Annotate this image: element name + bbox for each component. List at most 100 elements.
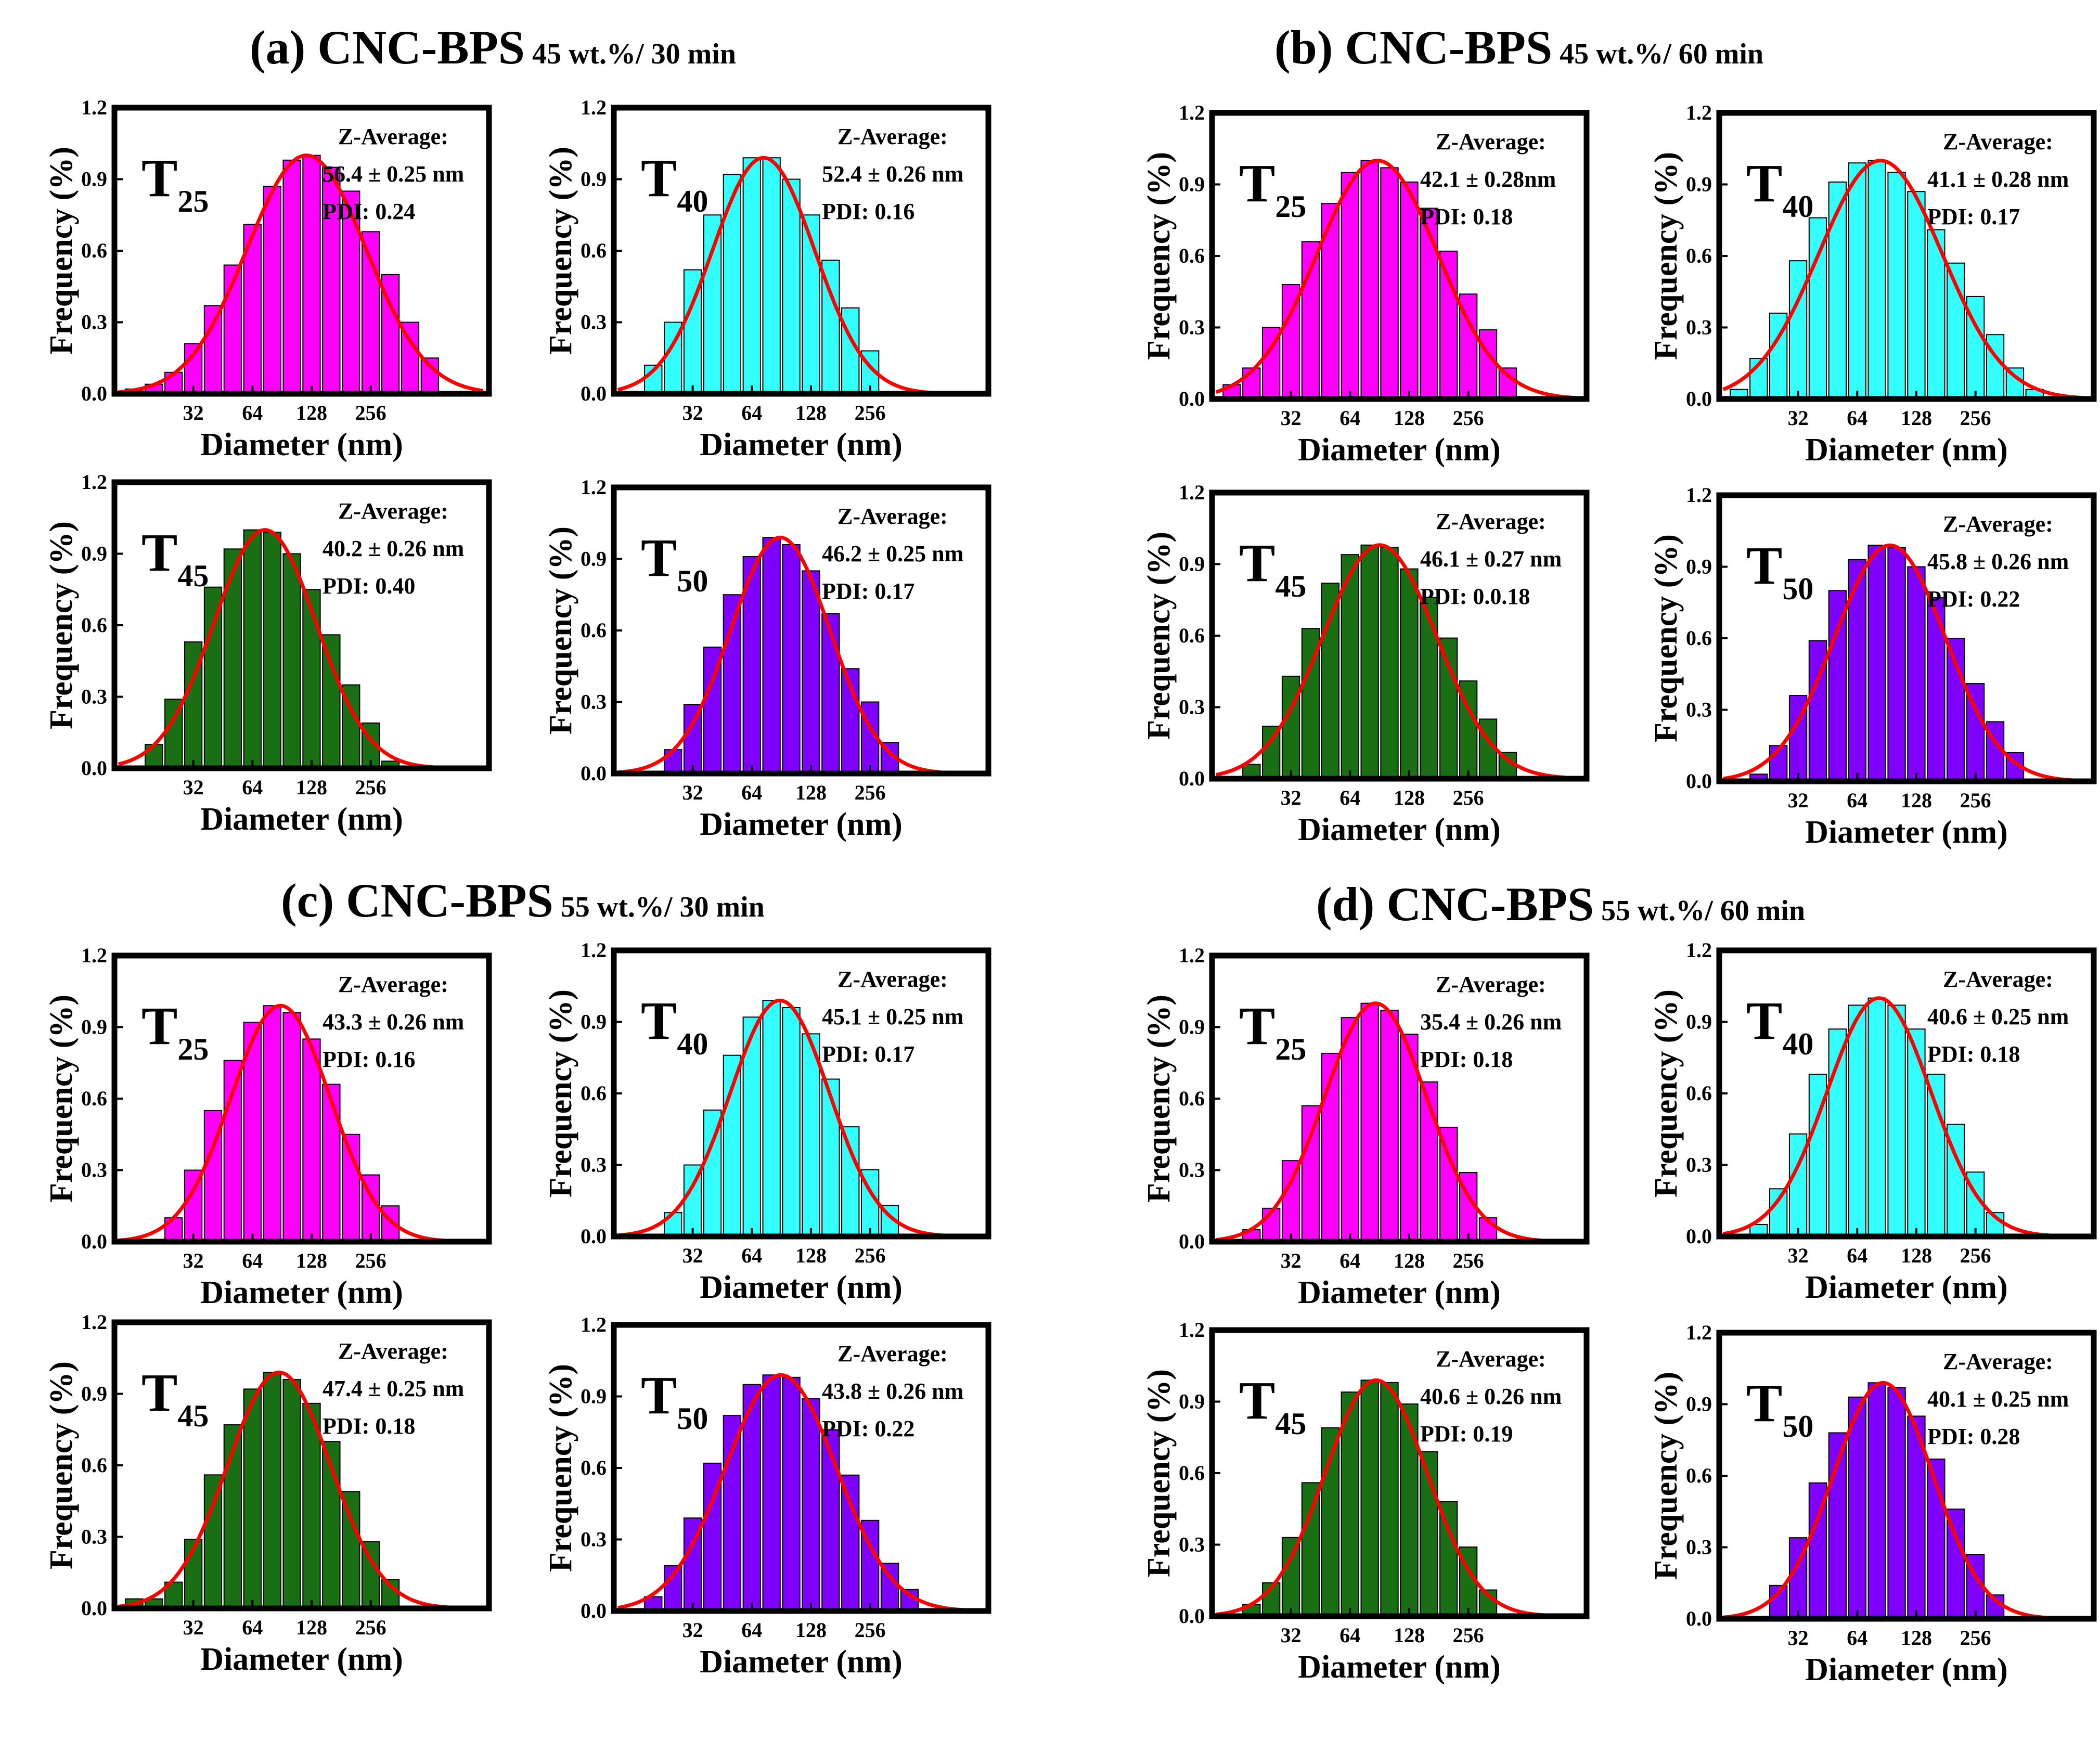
y-tick-label: 0.0 — [1179, 387, 1205, 410]
x-tick-label: 32 — [1788, 1626, 1809, 1649]
x-tick-label: 256 — [855, 781, 886, 804]
x-tick-label: 64 — [1847, 789, 1867, 812]
x-tick-label: 128 — [1394, 1623, 1425, 1647]
y-tick-label: 1.2 — [1686, 938, 1712, 962]
y-tick-label: 0.0 — [1686, 769, 1712, 793]
y-tick-label: 0.0 — [81, 1596, 107, 1620]
annotation-label: Z-Average: — [1436, 129, 1546, 154]
x-axis-label: Diameter (nm) — [200, 802, 403, 837]
gaussian-fit-line — [617, 1373, 965, 1612]
panel-title-subscript: 50 — [677, 564, 708, 598]
histogram-bar — [1380, 1382, 1399, 1617]
section-title-a: (a) CNC-BPS 45 wt.%/ 30 min — [250, 20, 736, 75]
histogram-bar — [322, 634, 341, 769]
histogram-bar — [821, 1429, 840, 1612]
panel-title: T45 — [141, 523, 209, 593]
histogram-bar — [1848, 162, 1866, 399]
y-tick-label: 0.9 — [81, 167, 107, 191]
y-tick-label: 0.3 — [1686, 316, 1712, 339]
panel-title-letter: T — [641, 1365, 677, 1425]
histogram-bar — [282, 159, 301, 394]
y-axis-label: Frequency (%) — [44, 147, 79, 355]
x-axis-label: Diameter (nm) — [1298, 1275, 1501, 1310]
annotation-pdi: PDI: 0.17 — [822, 578, 914, 604]
x-tick-label: 32 — [1281, 786, 1302, 809]
x-axis-label: Diameter (nm) — [1298, 432, 1501, 468]
histogram-bar — [1927, 1074, 1946, 1237]
section-label: (a) CNC-BPS — [250, 21, 525, 74]
x-axis-label: Diameter (nm) — [700, 427, 903, 462]
y-tick-label: 0.9 — [1179, 173, 1205, 196]
histogram-bar — [1867, 545, 1886, 782]
x-axis-label: Diameter (nm) — [1805, 815, 2008, 850]
y-tick-label: 0.6 — [1179, 624, 1205, 647]
annotation-z-average: 47.4 ± 0.25 nm — [323, 1376, 464, 1401]
y-axis-label: Frequency (%) — [543, 989, 578, 1197]
histogram-bar — [1360, 160, 1379, 400]
y-tick-label: 1.2 — [81, 1310, 107, 1334]
x-tick-label: 64 — [1847, 1244, 1867, 1267]
histogram-bar — [1828, 181, 1847, 400]
section-condition: 45 wt.%/ 60 min — [1560, 38, 1764, 70]
histogram-bar — [703, 214, 722, 394]
histogram-bar — [302, 1038, 321, 1243]
x-tick-label: 64 — [242, 776, 263, 799]
x-tick-label: 64 — [242, 401, 263, 424]
y-tick-label: 0.3 — [81, 685, 107, 708]
x-axis-label: Diameter (nm) — [700, 1644, 903, 1680]
panel-title-subscript: 50 — [1782, 572, 1813, 606]
y-tick-label: 0.6 — [581, 1456, 607, 1479]
y-tick-label: 0.6 — [81, 1087, 107, 1110]
panel-title: T50 — [641, 1365, 708, 1436]
histogram-bar — [1400, 568, 1419, 780]
panel-title: T40 — [641, 991, 708, 1061]
y-tick-label: 1.2 — [81, 96, 107, 119]
x-tick-label: 64 — [1339, 1623, 1360, 1647]
panel-title: T40 — [1746, 991, 1813, 1061]
histogram-bar — [1341, 172, 1359, 399]
annotation-z-average: 40.2 ± 0.26 nm — [323, 536, 464, 561]
y-tick-label: 0.3 — [581, 1528, 607, 1551]
x-axis-label: Diameter (nm) — [200, 427, 403, 462]
annotation-label: Z-Average: — [1436, 509, 1546, 534]
annotation-z-average: 52.4 ± 0.26 nm — [822, 161, 963, 187]
histogram-bar — [1867, 997, 1886, 1238]
histogram-bar — [1439, 250, 1458, 399]
histogram-bar — [1907, 566, 1926, 782]
annotation-z-average: 56.4 ± 0.25 nm — [323, 161, 464, 187]
panel-title-letter: T — [641, 991, 677, 1051]
y-tick-label: 0.9 — [581, 1385, 607, 1408]
x-axis-label: Diameter (nm) — [200, 1275, 403, 1310]
annotation-pdi: PDI: 0.18 — [1420, 1047, 1513, 1072]
x-tick-label: 128 — [1394, 1249, 1425, 1272]
annotation-z-average: 41.1 ± 0.28 nm — [1927, 166, 2069, 192]
annotation-pdi: PDI: 0.16 — [822, 199, 914, 224]
x-tick-label: 256 — [1960, 1244, 1991, 1267]
y-tick-label: 1.2 — [1686, 483, 1712, 507]
annotation-z-average: 43.3 ± 0.26 nm — [323, 1009, 464, 1035]
x-tick-label: 64 — [242, 1249, 263, 1272]
annotation-z-average: 46.2 ± 0.25 nm — [822, 541, 963, 566]
histogram-bar — [1400, 181, 1419, 400]
y-tick-label: 0.9 — [1179, 552, 1205, 576]
x-tick-label: 64 — [741, 781, 762, 804]
y-axis-label: Frequency (%) — [543, 526, 578, 734]
y-tick-label: 0.0 — [81, 382, 107, 405]
histogram-bar — [203, 305, 223, 394]
y-axis-label: Frequency (%) — [44, 521, 79, 729]
x-tick-label: 32 — [682, 1244, 703, 1267]
histogram-bar — [841, 1126, 860, 1237]
histogram-bar — [282, 553, 301, 769]
y-tick-label: 1.2 — [81, 944, 107, 967]
x-tick-label: 32 — [183, 1616, 204, 1639]
x-tick-label: 128 — [296, 1249, 327, 1272]
gaussian-fit-line — [617, 156, 934, 395]
histogram-bar — [1380, 167, 1399, 400]
histogram-bar — [282, 1379, 301, 1609]
panel-title-letter: T — [641, 148, 677, 208]
panel-title-letter: T — [1746, 536, 1782, 596]
